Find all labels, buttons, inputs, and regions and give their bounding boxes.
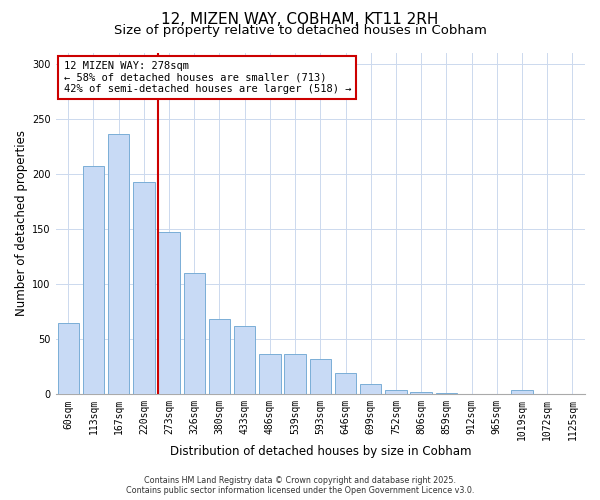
Text: 12 MIZEN WAY: 278sqm
← 58% of detached houses are smaller (713)
42% of semi-deta: 12 MIZEN WAY: 278sqm ← 58% of detached h…	[64, 61, 351, 94]
Bar	[83, 166, 104, 394]
Bar	[385, 390, 407, 394]
Bar	[436, 393, 457, 394]
Y-axis label: Number of detached properties: Number of detached properties	[15, 130, 28, 316]
Bar	[410, 392, 432, 394]
Text: Contains HM Land Registry data © Crown copyright and database right 2025.
Contai: Contains HM Land Registry data © Crown c…	[126, 476, 474, 495]
Bar	[360, 384, 382, 394]
Bar	[158, 232, 180, 394]
Bar	[209, 320, 230, 394]
Text: Size of property relative to detached houses in Cobham: Size of property relative to detached ho…	[113, 24, 487, 37]
Bar	[310, 359, 331, 394]
X-axis label: Distribution of detached houses by size in Cobham: Distribution of detached houses by size …	[170, 444, 471, 458]
Bar	[133, 182, 155, 394]
Bar	[58, 322, 79, 394]
Bar	[108, 134, 130, 394]
Bar	[335, 374, 356, 394]
Bar	[284, 354, 306, 395]
Bar	[234, 326, 256, 394]
Bar	[184, 273, 205, 394]
Text: 12, MIZEN WAY, COBHAM, KT11 2RH: 12, MIZEN WAY, COBHAM, KT11 2RH	[161, 12, 439, 28]
Bar	[259, 354, 281, 395]
Bar	[511, 390, 533, 394]
